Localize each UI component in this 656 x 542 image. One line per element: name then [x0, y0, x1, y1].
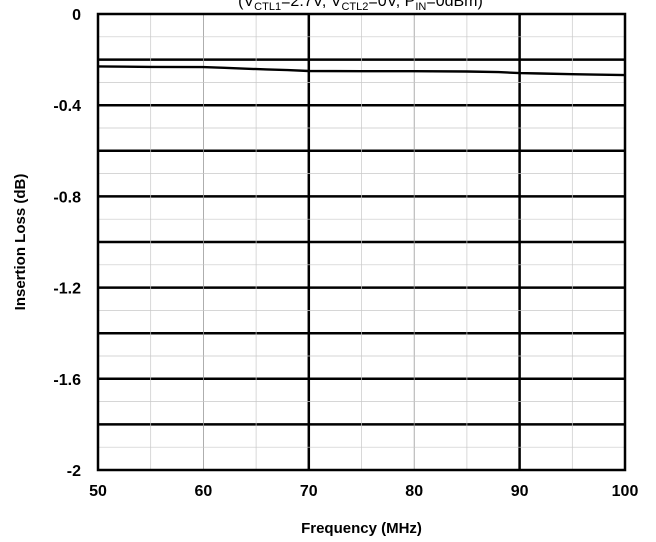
x-tick-label: 60: [195, 483, 213, 500]
y-tick-label: -1.2: [53, 281, 81, 298]
x-tick-label: 50: [89, 483, 107, 500]
y-tick-label: -0.8: [53, 189, 81, 206]
plot-frame: [96, 12, 627, 472]
grid-lines: [98, 14, 625, 470]
x-tick-label: 80: [405, 483, 423, 500]
y-tick-label: 0: [72, 7, 81, 24]
series-layer: [97, 65, 626, 77]
y-tick-label: -1.6: [53, 372, 81, 389]
x-axis-label: Frequency (MHz): [301, 520, 422, 537]
y-tick-label: -0.4: [53, 98, 81, 115]
y-axis-label: Insertion Loss (dB): [12, 174, 29, 311]
x-tick-label: 90: [511, 483, 529, 500]
chart-title: (VCTL1=2.7V, VCTL2=0V, PIN=0dBm): [238, 0, 483, 13]
x-tick-label: 100: [612, 483, 639, 500]
series-line: [97, 65, 626, 77]
x-tick-label: 70: [300, 483, 318, 500]
y-tick-label: -2: [67, 463, 81, 480]
tick-labels: 50 60 70 80 90 100 0 -0.4 -0.8 -1.2 -1.6 -2: [53, 7, 638, 500]
